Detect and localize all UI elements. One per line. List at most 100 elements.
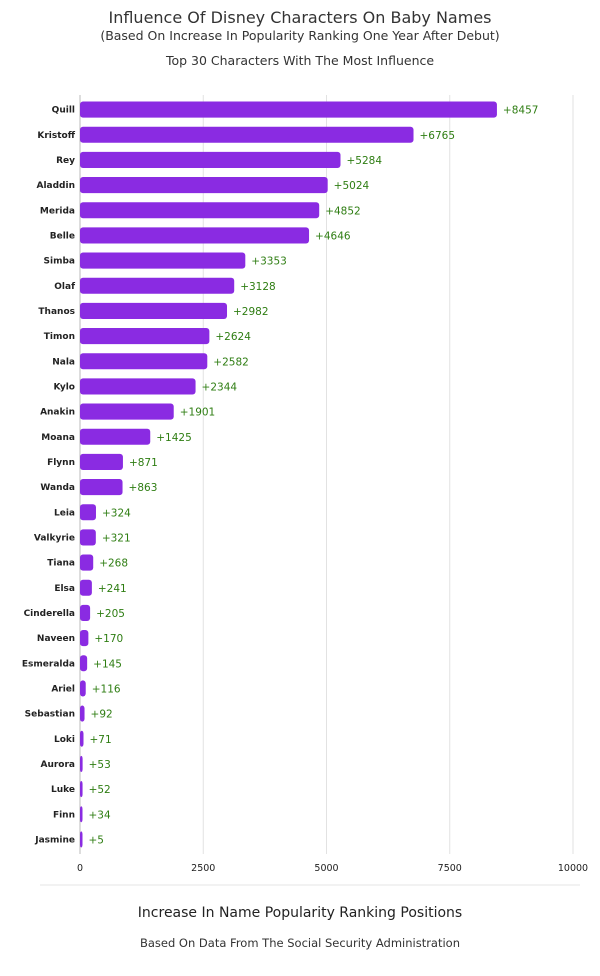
value-label: +241	[98, 583, 127, 595]
category-label: Belle	[50, 231, 75, 241]
x-tick-label: 2500	[191, 863, 215, 874]
value-label: +4646	[315, 230, 351, 242]
value-label: +4852	[325, 205, 361, 217]
value-label: +92	[91, 709, 113, 721]
category-label: Kristoff	[37, 131, 75, 141]
value-label: +205	[96, 608, 125, 620]
category-label: Simba	[44, 257, 75, 267]
bar-moana	[80, 428, 151, 445]
category-label: Loki	[54, 735, 75, 745]
category-label: Merida	[40, 206, 75, 216]
value-label: +6765	[420, 130, 456, 142]
category-label: Anakin	[40, 408, 75, 418]
value-label: +34	[89, 809, 111, 821]
value-label: +2344	[202, 381, 238, 393]
bar-finn	[80, 806, 83, 823]
category-label: Ariel	[51, 684, 75, 694]
bar-sebastian	[80, 705, 85, 722]
category-label: Rey	[56, 156, 75, 166]
chart-title: Influence Of Disney Characters On Baby N…	[108, 8, 492, 27]
category-label: Cinderella	[24, 609, 75, 619]
value-label: +324	[102, 507, 131, 519]
category-label: Moana	[41, 433, 75, 443]
bar-timon	[80, 328, 210, 345]
bar-quill	[80, 101, 497, 118]
bar-merida	[80, 202, 320, 219]
category-label: Thanos	[38, 307, 75, 317]
x-tick-label: 0	[77, 863, 83, 874]
bar-wanda	[80, 479, 123, 496]
x-tick-label: 5000	[314, 863, 338, 874]
bar-ariel	[80, 680, 86, 697]
category-label: Luke	[51, 785, 75, 795]
x-axis-label: Increase In Name Popularity Ranking Posi…	[137, 905, 463, 921]
x-axis-ticks: 0 2500 5000 7500 10000	[77, 863, 588, 874]
bar-flynn	[80, 453, 123, 470]
value-label: +863	[129, 482, 158, 494]
value-label: +2582	[213, 356, 249, 368]
category-label: Timon	[44, 332, 75, 342]
bar-thanos	[80, 302, 228, 319]
category-label: Elsa	[54, 584, 75, 594]
bar-belle	[80, 227, 310, 244]
bar-aladdin	[80, 177, 328, 194]
value-label: +5284	[347, 155, 383, 167]
value-label: +871	[129, 457, 158, 469]
bar-simba	[80, 252, 246, 269]
bar-valkyrie	[80, 529, 96, 546]
bar-rey	[80, 151, 341, 168]
bar-tiana	[80, 554, 94, 571]
category-label: Nala	[52, 357, 75, 367]
bar-anakin	[80, 403, 174, 420]
bar-luke	[80, 781, 83, 798]
value-label: +5	[89, 834, 104, 846]
category-label: Valkyrie	[34, 533, 75, 543]
value-label: +116	[92, 683, 121, 695]
source-note: Based On Data From The Social Security A…	[139, 936, 461, 950]
bar-leia	[80, 504, 96, 521]
bar-aurora	[80, 755, 83, 772]
value-label: +145	[93, 658, 122, 670]
bars	[80, 101, 497, 848]
category-label: Finn	[53, 810, 75, 820]
bar-kristoff	[80, 126, 414, 143]
value-label: +71	[90, 734, 112, 746]
bar-loki	[80, 730, 84, 747]
category-label: Sebastian	[25, 710, 75, 720]
bar-olaf	[80, 277, 235, 294]
value-labels: +8457 +6765 +5284 +5024 +4852 +4646 +3353 +3128…	[89, 105, 539, 847]
category-labels: Quill Kristoff Rey Aladdin Merida Belle Simba O…	[22, 106, 76, 846]
category-label: Flynn	[47, 458, 75, 468]
value-label: +53	[89, 759, 111, 771]
value-label: +8457	[503, 105, 539, 117]
value-label: +3128	[240, 281, 276, 293]
value-label: +268	[99, 558, 128, 570]
value-label: +3353	[251, 256, 287, 268]
x-tick-label: 7500	[438, 863, 462, 874]
value-label: +1425	[156, 432, 192, 444]
chart-subtitle: (Based On Increase In Popularity Ranking…	[100, 28, 500, 43]
bar-esmeralda	[80, 655, 88, 672]
value-label: +2624	[215, 331, 251, 343]
chart-subtitle-top30: Top 30 Characters With The Most Influenc…	[165, 53, 435, 68]
value-label: +5024	[334, 180, 370, 192]
category-label: Aurora	[40, 760, 75, 770]
bar-jasmine	[80, 831, 83, 848]
value-label: +2982	[233, 306, 269, 318]
x-tick-label: 10000	[558, 863, 588, 874]
bar-cinderella	[80, 604, 91, 621]
value-label: +1901	[180, 407, 216, 419]
category-label: Kylo	[53, 382, 75, 392]
category-label: Naveen	[37, 634, 75, 644]
value-label: +52	[89, 784, 111, 796]
bar-nala	[80, 353, 208, 370]
bar-elsa	[80, 579, 92, 596]
category-label: Leia	[54, 508, 75, 518]
bar-chart: Quill Kristoff Rey Aladdin Merida Belle Simba O…	[22, 95, 588, 886]
category-label: Esmeralda	[22, 659, 75, 669]
category-label: Quill	[52, 106, 75, 116]
bar-kylo	[80, 378, 196, 395]
category-label: Aladdin	[36, 181, 75, 191]
category-label: Tiana	[47, 559, 75, 569]
value-label: +170	[94, 633, 123, 645]
